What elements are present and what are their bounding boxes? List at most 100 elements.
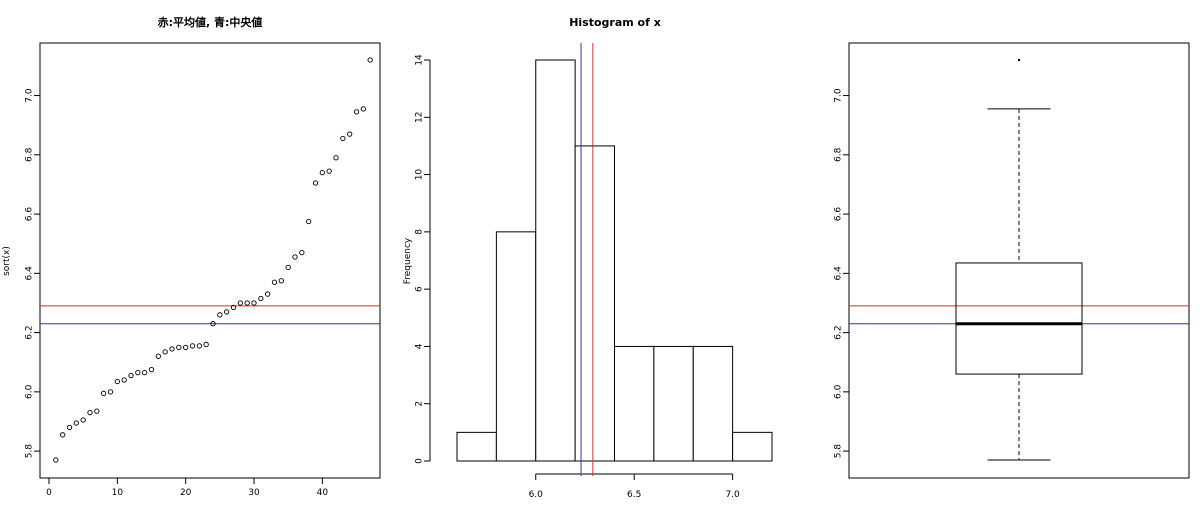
- scatter-reference-lines: [40, 305, 380, 325]
- scatter-y-tick-label: 7.0: [25, 88, 35, 103]
- histogram-y-tick-label: 8: [415, 229, 425, 235]
- boxplot-y-tick-label: 6.2: [834, 325, 844, 339]
- scatter-point: [189, 343, 196, 349]
- histogram-y-tick-label: 10: [415, 169, 425, 181]
- scatter-point: [258, 295, 264, 302]
- scatter-point: [196, 343, 202, 349]
- scatter-point: [319, 169, 325, 176]
- histogram-y-tick-label: 14: [415, 54, 425, 66]
- scatter-point: [244, 300, 250, 306]
- scatter-point: [230, 304, 237, 311]
- histogram-bar: [535, 59, 576, 462]
- scatter-y-tick-label: 6.2: [25, 325, 35, 339]
- boxplot-y-tick-label: 6.0: [834, 384, 844, 399]
- histogram-y-tick-label: 6: [415, 286, 425, 292]
- histogram-bar: [614, 345, 655, 462]
- histogram-title: Histogram of x: [569, 16, 661, 29]
- scatter-point: [271, 279, 278, 285]
- boxplot-y-tick-label: 6.6: [834, 207, 844, 222]
- histogram-bar: [732, 431, 773, 462]
- histogram-bar: [692, 345, 734, 462]
- scatter-point: [251, 300, 257, 306]
- scatter-point: [87, 409, 93, 416]
- scatter-point: [340, 135, 346, 142]
- histogram-bar: [495, 231, 537, 462]
- scatter-point: [210, 321, 216, 327]
- scatter-point: [306, 218, 312, 225]
- boxplot-y-tick-label: 5.8: [834, 444, 844, 459]
- histogram-bar: [574, 145, 615, 462]
- histogram-y-tick-label: 4: [415, 343, 425, 349]
- scatter-point: [353, 109, 360, 115]
- histogram-x-axis: 6.0 6.5 7.0: [529, 473, 740, 500]
- scatter-point: [121, 377, 127, 383]
- boxplot-box: [955, 58, 1083, 461]
- scatter-point: [285, 264, 291, 271]
- scatter-point: [114, 378, 120, 385]
- scatter-point: [183, 344, 189, 351]
- scatter-point: [237, 300, 243, 306]
- histogram-y-axis-label: Frequency: [403, 237, 413, 284]
- scatter-point: [155, 353, 161, 359]
- scatter-y-tick-label: 6.4: [25, 266, 35, 281]
- histogram-x-tick-label: 6.5: [627, 490, 641, 500]
- boxplot-y-axis: 5.8 6.0 6.2 6.4 6.6 6.8 7.0: [834, 88, 849, 459]
- scatter-point: [278, 278, 284, 284]
- panel-histogram: Histogram of x Frequency 0 2 4 6 8 10 12 14 6.0…: [403, 16, 773, 500]
- scatter-point: [347, 131, 353, 137]
- outlier-point: [1017, 58, 1021, 62]
- scatter-y-tick-label: 6.8: [25, 147, 35, 162]
- scatter-point: [299, 249, 305, 256]
- scatter-y-tick-label: 6.0: [25, 384, 35, 399]
- histogram-y-tick-label: 12: [415, 112, 425, 123]
- histogram-reference-lines: [580, 43, 594, 476]
- scatter-point: [312, 180, 319, 186]
- scatter-point: [224, 309, 230, 315]
- scatter-point: [326, 168, 332, 174]
- scatter-point: [203, 341, 209, 348]
- scatter-point: [135, 369, 141, 376]
- scatter-point: [66, 424, 73, 431]
- scatter-x-tick-label: 0: [46, 488, 52, 498]
- scatter-point: [60, 432, 66, 438]
- scatter-point: [265, 291, 271, 297]
- scatter-plot-frame: [39, 42, 381, 479]
- panel-sorted-scatter: 赤:平均値, 青:中央値 sort(x) 5.8 6.0 6.2 6.4 6.6 6.8 7…: [2, 15, 381, 498]
- histogram-bar: [456, 431, 497, 462]
- histogram-y-tick-label: 2: [415, 401, 425, 407]
- scatter-x-axis: 0 10 20 30 40: [46, 478, 328, 498]
- scatter-y-tick-label: 5.8: [25, 444, 35, 459]
- scatter-point: [142, 369, 148, 376]
- scatter-y-tick-label: 6.6: [25, 207, 35, 222]
- scatter-point: [101, 390, 107, 396]
- scatter-x-tick-label: 40: [317, 488, 329, 498]
- histogram-y-tick-label: 0: [415, 458, 425, 464]
- scatter-point: [80, 417, 86, 423]
- boxplot-y-tick-label: 6.8: [834, 147, 844, 162]
- scatter-point: [94, 408, 100, 414]
- histogram-bar: [653, 345, 694, 462]
- scatter-point: [360, 106, 366, 112]
- scatter-y-axis-label: sort(x): [2, 246, 12, 276]
- scatter-point: [148, 366, 155, 373]
- panel-boxplot: 5.8 6.0 6.2 6.4 6.6 6.8 7.0: [834, 42, 1190, 479]
- histogram-x-tick-label: 7.0: [725, 490, 740, 500]
- boxplot-y-tick-label: 6.4: [834, 266, 844, 281]
- scatter-point: [162, 349, 168, 355]
- histogram-y-axis: 0 2 4 6 8 10 12 14: [415, 54, 431, 464]
- scatter-point: [169, 346, 175, 352]
- boxplot-reference-lines: [849, 305, 1189, 325]
- scatter-x-tick-label: 30: [248, 488, 260, 498]
- scatter-point: [128, 372, 134, 379]
- scatter-point: [333, 155, 339, 161]
- scatter-point: [73, 420, 79, 426]
- boxplot-y-tick-label: 7.0: [834, 88, 844, 103]
- interquartile-box: [955, 262, 1083, 375]
- scatter-point: [367, 57, 373, 63]
- scatter-point: [107, 389, 114, 395]
- scatter-x-tick-label: 20: [180, 488, 192, 498]
- scatter-point: [217, 312, 223, 318]
- scatter-points: [53, 57, 373, 463]
- boxplot-plot-frame: [848, 42, 1190, 479]
